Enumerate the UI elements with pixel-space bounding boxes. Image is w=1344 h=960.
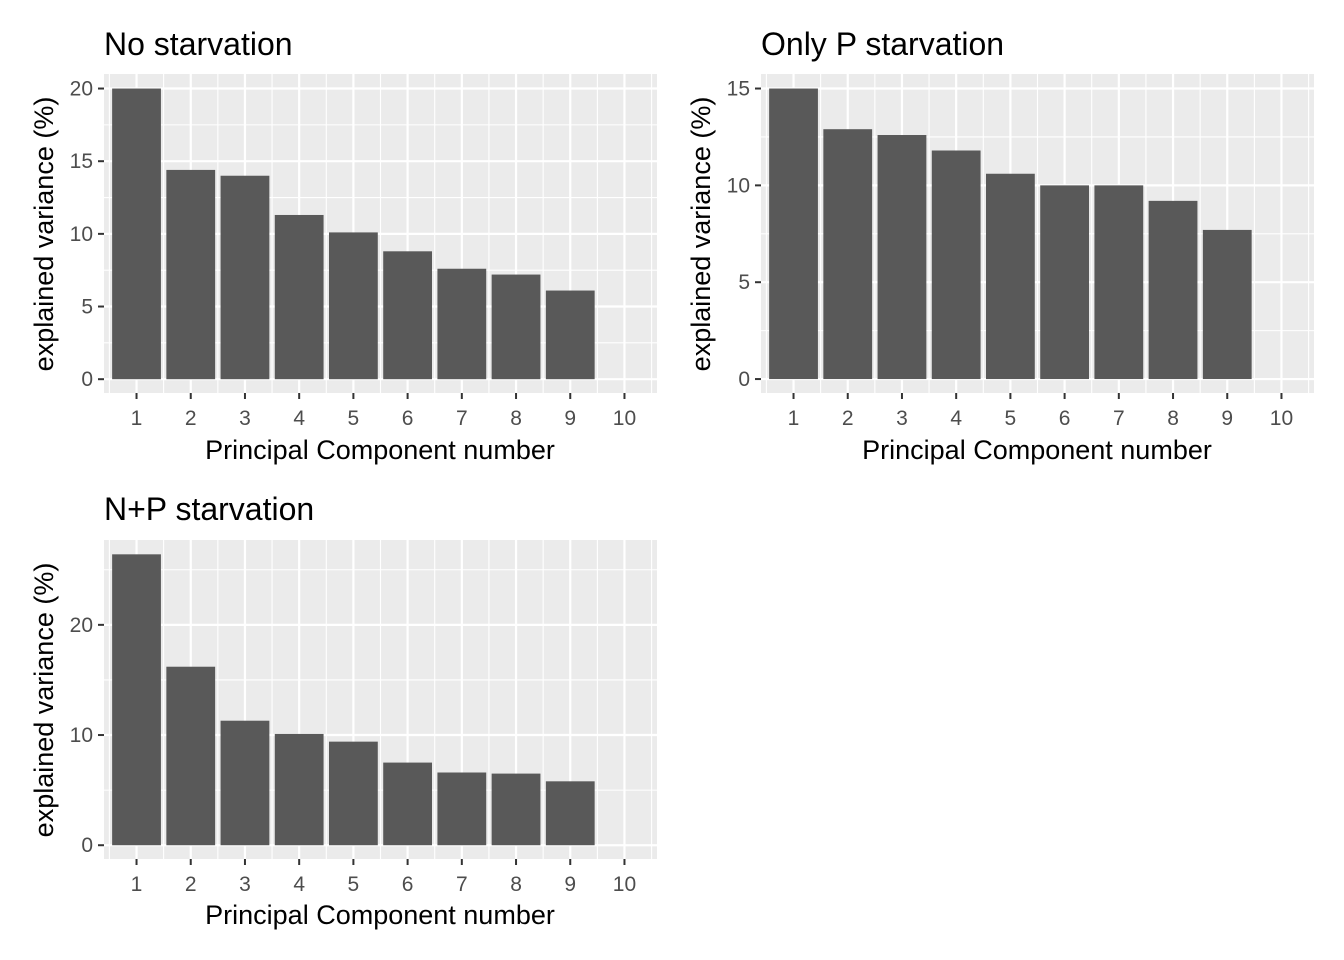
- y-tick-label: 5: [81, 296, 93, 319]
- x-tick-label: 4: [950, 407, 962, 430]
- x-axis-ticks: 1 2 3 4 5 6 7 8 9 10: [788, 393, 1293, 430]
- x-tick-label: 3: [896, 407, 908, 430]
- x-tick-label: 5: [348, 873, 360, 896]
- bar-pc-1: [769, 88, 818, 380]
- bar-pc-2: [166, 169, 216, 380]
- panel-title: N+P starvation: [104, 491, 314, 527]
- x-tick-label: 8: [1167, 407, 1179, 430]
- y-tick-label: 15: [70, 150, 93, 173]
- bar-pc-5: [328, 741, 378, 846]
- bar-pc-6: [383, 762, 433, 846]
- y-axis-ticks: 0 10 20: [70, 614, 104, 857]
- bars: [112, 88, 595, 380]
- x-tick-label: 6: [402, 873, 414, 896]
- y-tick-label: 20: [70, 614, 93, 637]
- bar-pc-1: [112, 88, 161, 380]
- bar-pc-4: [931, 150, 981, 380]
- panel-title: Only P starvation: [761, 26, 1004, 62]
- bar-pc-5: [985, 173, 1035, 380]
- x-tick-label: 2: [185, 407, 197, 430]
- bar-pc-4: [274, 214, 324, 380]
- y-tick-label: 0: [81, 834, 93, 857]
- x-tick-label: 8: [510, 873, 522, 896]
- x-tick-label: 8: [510, 407, 522, 430]
- x-tick-label: 3: [239, 407, 251, 430]
- panel-no-starvation: No starvation 0 5 10 15 20 1 2 3 4 5 6 7 8 9 10 Princ…: [29, 26, 657, 465]
- x-tick-label: 7: [456, 873, 468, 896]
- x-tick-label: 2: [185, 873, 197, 896]
- bar-pc-8: [491, 274, 541, 380]
- x-tick-label: 9: [564, 407, 576, 430]
- y-tick-label: 10: [70, 223, 93, 246]
- x-tick-label: 1: [131, 407, 143, 430]
- x-tick-label: 1: [788, 407, 800, 430]
- y-tick-label: 10: [727, 174, 750, 197]
- y-tick-label: 0: [738, 368, 750, 391]
- x-tick-label: 5: [1005, 407, 1017, 430]
- bar-pc-6: [1040, 185, 1090, 380]
- y-axis-title: explained variance (%): [29, 563, 59, 838]
- x-tick-label: 7: [1113, 407, 1125, 430]
- y-axis-ticks: 0 5 10 15: [727, 78, 761, 391]
- x-tick-label: 3: [239, 873, 251, 896]
- bar-pc-3: [220, 175, 270, 380]
- x-tick-label: 7: [456, 407, 468, 430]
- x-axis-title: Principal Component number: [205, 900, 555, 930]
- bar-pc-2: [166, 666, 216, 846]
- x-tick-label: 10: [613, 873, 636, 896]
- bar-pc-4: [274, 733, 324, 846]
- bar-pc-8: [1148, 200, 1198, 380]
- y-axis-title: explained variance (%): [686, 97, 716, 372]
- x-tick-label: 4: [293, 873, 305, 896]
- x-tick-label: 9: [564, 873, 576, 896]
- bar-pc-8: [491, 773, 541, 846]
- x-tick-label: 9: [1221, 407, 1233, 430]
- x-axis-title: Principal Component number: [205, 435, 555, 465]
- x-axis-title: Principal Component number: [862, 435, 1212, 465]
- bar-pc-7: [437, 268, 487, 380]
- bar-pc-5: [328, 232, 378, 380]
- bar-pc-7: [437, 772, 487, 846]
- x-tick-label: 6: [1059, 407, 1071, 430]
- bar-pc-7: [1094, 185, 1144, 380]
- bar-pc-1: [112, 554, 161, 846]
- bars: [112, 554, 595, 846]
- x-axis-ticks: 1 2 3 4 5 6 7 8 9 10: [131, 859, 636, 896]
- x-tick-label: 2: [842, 407, 854, 430]
- x-axis-ticks: 1 2 3 4 5 6 7 8 9 10: [131, 393, 636, 430]
- x-tick-label: 6: [402, 407, 414, 430]
- bar-pc-9: [1202, 229, 1252, 380]
- y-tick-label: 20: [70, 78, 93, 101]
- x-tick-label: 1: [131, 873, 143, 896]
- panel-only-p-starvation: Only P starvation 0 5 10 15 1 2 3 4 5 6 7 8 9 10 Pri…: [686, 26, 1314, 465]
- x-tick-label: 5: [348, 407, 360, 430]
- bars: [769, 88, 1252, 380]
- y-axis-ticks: 0 5 10 15 20: [70, 78, 104, 391]
- x-tick-label: 10: [613, 407, 636, 430]
- y-tick-label: 5: [738, 271, 750, 294]
- x-tick-label: 10: [1270, 407, 1293, 430]
- bar-pc-6: [383, 251, 433, 380]
- bar-pc-3: [220, 720, 270, 846]
- y-tick-label: 0: [81, 368, 93, 391]
- bar-pc-9: [545, 781, 595, 846]
- bar-pc-9: [545, 290, 595, 380]
- y-tick-label: 10: [70, 724, 93, 747]
- y-axis-title: explained variance (%): [29, 97, 59, 372]
- bar-pc-3: [877, 135, 927, 380]
- x-tick-label: 4: [293, 407, 305, 430]
- panel-n-p-starvation: N+P starvation 0 10 20 1 2 3 4 5 6 7 8 9 10 Princip…: [29, 491, 657, 930]
- bar-pc-2: [823, 129, 873, 380]
- panel-title: No starvation: [104, 26, 293, 62]
- y-tick-label: 15: [727, 78, 750, 101]
